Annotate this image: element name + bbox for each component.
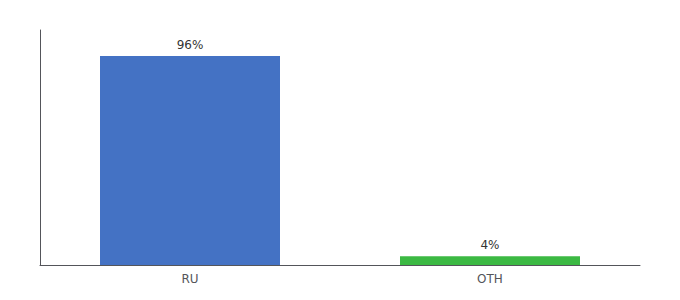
svg-text:OTH: OTH [477, 272, 503, 286]
svg-text:96%: 96% [177, 38, 204, 52]
svg-text:RU: RU [181, 272, 198, 286]
svg-text:4%: 4% [480, 238, 499, 252]
